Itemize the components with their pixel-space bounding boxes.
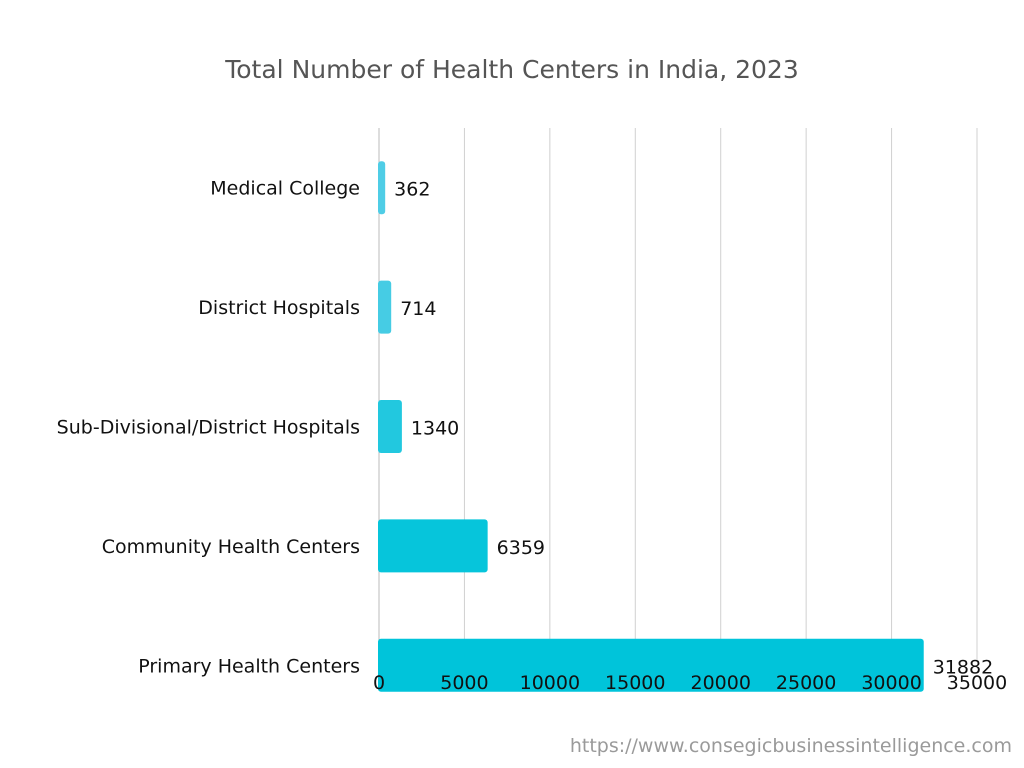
chart-title: Total Number of Health Centers in India,… xyxy=(224,55,799,84)
source-url: https://www.consegicbusinessintelligence… xyxy=(570,735,1012,757)
bar xyxy=(378,519,488,573)
x-tick-label: 10000 xyxy=(520,672,580,694)
tick-layer: 0 5000 10000 15000 20000 25000 30000 35000 xyxy=(373,672,1007,694)
x-tick-label: 25000 xyxy=(776,672,836,694)
label-layer: Medical College 362 District Hospitals 714 S… xyxy=(57,178,994,679)
data-label: 714 xyxy=(400,298,436,320)
x-tick-label: 15000 xyxy=(605,672,665,694)
x-tick-label: 5000 xyxy=(440,672,488,694)
data-label: 6359 xyxy=(497,537,545,559)
data-label: 362 xyxy=(394,179,430,201)
grid-layer xyxy=(378,128,978,660)
bar xyxy=(378,638,924,692)
category-label: Medical College xyxy=(210,178,360,200)
category-label: Community Health Centers xyxy=(102,536,360,558)
category-label: Sub-Divisional/District Hospitals xyxy=(57,417,360,439)
x-tick-label: 0 xyxy=(373,672,385,694)
bar xyxy=(378,161,386,215)
data-label: 31882 xyxy=(933,656,993,678)
x-tick-label: 30000 xyxy=(861,672,921,694)
x-tick-label: 35000 xyxy=(947,672,1007,694)
category-label: District Hospitals xyxy=(198,297,360,319)
bar xyxy=(378,400,402,453)
bar-layer xyxy=(378,161,924,692)
category-label: Primary Health Centers xyxy=(138,655,360,677)
bar xyxy=(378,280,392,334)
data-label: 1340 xyxy=(411,418,459,440)
x-tick-label: 20000 xyxy=(690,672,750,694)
